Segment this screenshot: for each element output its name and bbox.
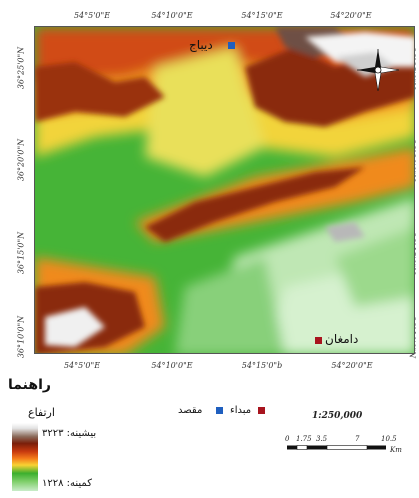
scale-unit: Km	[390, 446, 402, 454]
elevation-label: ارتفاع	[28, 406, 55, 419]
top-tick-1: 54°5'0"E	[73, 11, 111, 20]
scale-ratio: 1:250,000	[312, 411, 363, 421]
elevation-map[interactable]: دیباج دامغان	[34, 26, 415, 354]
scale-label-1: 1.75	[296, 435, 312, 443]
elevation-raster	[35, 27, 414, 353]
origin-city-label: دامغان	[325, 332, 359, 346]
elevation-max-label: بیشینه: ۳۲۲۳	[42, 428, 97, 439]
destination-legend-swatch	[216, 407, 223, 414]
left-tick-2: 36°20'0"N	[16, 138, 26, 182]
top-tick-4: 54°20'0"E	[330, 11, 372, 20]
bottom-tick-1: 54°5'0"E	[63, 361, 101, 370]
scale-label-0: 0	[285, 435, 290, 443]
bottom-tick-4: 54°20'0"E	[331, 361, 373, 370]
elevation-color-ramp	[12, 423, 38, 491]
destination-marker[interactable]	[228, 42, 235, 49]
top-tick-2: 54°10'0"E	[151, 11, 193, 20]
origin-legend-label: مبداء	[230, 405, 252, 416]
scale-label-2: 3.5	[316, 435, 328, 443]
left-tick-1: 36°25'0"N	[16, 46, 26, 90]
scale-bar	[287, 445, 386, 450]
compass-rose-icon	[357, 49, 400, 92]
top-tick-3: 54°15'0"E	[241, 11, 283, 20]
legend-title: راهنما	[8, 377, 51, 393]
origin-marker[interactable]	[315, 337, 322, 344]
destination-city-label: دیباج	[189, 38, 213, 52]
bottom-tick-3: 54°15'0"b	[241, 361, 283, 370]
bottom-tick-2: 54°10'0"E	[151, 361, 193, 370]
destination-legend-label: مقصد	[178, 405, 203, 416]
origin-legend-swatch	[258, 407, 265, 414]
left-tick-3: 36°15'0"N	[16, 231, 26, 275]
left-tick-4: 36°10'0"N	[16, 315, 26, 359]
elevation-min-label: کمینه: ۱۲۲۸	[42, 478, 92, 489]
scale-label-4: 10.5	[381, 435, 397, 443]
scale-label-3: 7	[355, 435, 360, 443]
